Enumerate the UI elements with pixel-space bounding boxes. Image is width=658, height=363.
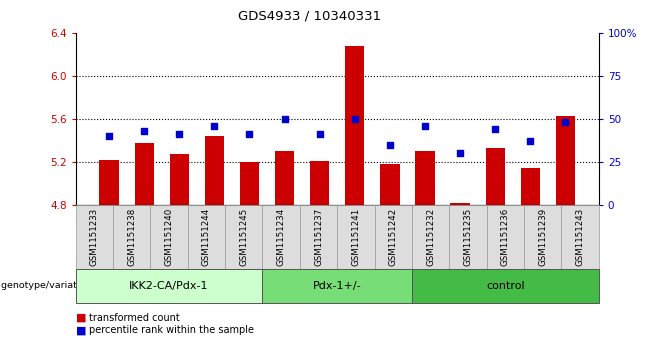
Text: GSM1151244: GSM1151244	[202, 208, 211, 266]
Bar	[520, 168, 540, 205]
Point	[315, 131, 325, 137]
Point	[525, 138, 536, 144]
Text: GSM1151239: GSM1151239	[538, 208, 547, 266]
Point	[174, 131, 184, 137]
Text: GSM1151232: GSM1151232	[426, 208, 435, 266]
Point	[560, 119, 570, 125]
Text: Pdx-1+/-: Pdx-1+/-	[313, 281, 361, 291]
Point	[279, 116, 290, 122]
Point	[104, 133, 114, 139]
Text: GSM1151243: GSM1151243	[576, 208, 584, 266]
Text: GDS4933 / 10340331: GDS4933 / 10340331	[238, 9, 381, 22]
Text: GSM1151233: GSM1151233	[90, 208, 99, 266]
Text: GSM1151242: GSM1151242	[389, 208, 398, 266]
Bar	[345, 46, 365, 205]
Text: ■: ■	[76, 325, 86, 335]
Bar	[451, 203, 470, 205]
Text: genotype/variation ▶: genotype/variation ▶	[1, 281, 102, 290]
Text: GSM1151245: GSM1151245	[240, 208, 248, 266]
Text: GSM1151236: GSM1151236	[501, 208, 510, 266]
Text: ■: ■	[76, 313, 86, 323]
Text: control: control	[486, 281, 524, 291]
Text: GSM1151238: GSM1151238	[127, 208, 136, 266]
Text: IKK2-CA/Pdx-1: IKK2-CA/Pdx-1	[130, 281, 209, 291]
Point	[209, 123, 220, 129]
Text: transformed count: transformed count	[89, 313, 180, 323]
Bar	[240, 162, 259, 205]
Bar	[380, 164, 399, 205]
Point	[420, 123, 430, 129]
Point	[385, 142, 395, 148]
Text: GSM1151237: GSM1151237	[314, 208, 323, 266]
Bar	[275, 151, 294, 205]
Text: GSM1151235: GSM1151235	[463, 208, 472, 266]
Bar	[556, 116, 575, 205]
Text: GSM1151234: GSM1151234	[276, 208, 286, 266]
Bar	[415, 151, 435, 205]
Bar	[310, 161, 329, 205]
Bar	[170, 154, 189, 205]
Point	[490, 126, 501, 132]
Point	[455, 150, 465, 156]
Bar	[486, 148, 505, 205]
Text: GSM1151241: GSM1151241	[351, 208, 361, 266]
Bar	[99, 160, 118, 205]
Point	[349, 116, 360, 122]
Bar	[134, 143, 154, 205]
Point	[244, 131, 255, 137]
Bar	[205, 136, 224, 205]
Text: GSM1151240: GSM1151240	[164, 208, 174, 266]
Point	[139, 128, 149, 134]
Text: percentile rank within the sample: percentile rank within the sample	[89, 325, 254, 335]
